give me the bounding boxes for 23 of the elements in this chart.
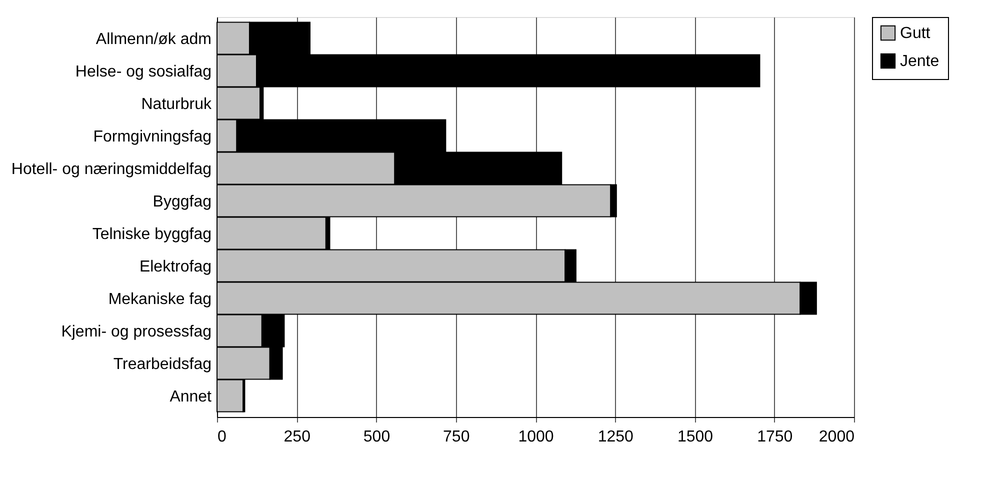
y-tick-label: Mekaniske fag (108, 290, 212, 308)
y-tick-label: Byggfag (152, 193, 212, 210)
y-tick-label: Elektrofag (139, 258, 212, 276)
y-tick-label: Annet (170, 388, 212, 406)
y-tick-label: Allmenn/øk adm (96, 30, 212, 48)
y-tick-label: Trearbeidsfag (113, 356, 212, 373)
legend-label: Gutt (900, 25, 931, 42)
y-tick-label: Helse- og sosialfag (75, 63, 212, 80)
y-tick-label: Hotell- og næringsmiddelfag (11, 160, 212, 178)
legend-label: Jente (900, 53, 940, 70)
x-tick-label: 1000 (518, 428, 554, 446)
y-tick-label: Kjemi- og prosessfag (61, 323, 212, 340)
x-tick-label: 2000 (818, 428, 855, 446)
x-tick-label: 0 (218, 428, 226, 446)
x-tick-label: 500 (363, 428, 390, 446)
x-tick-label: 1250 (598, 428, 634, 446)
x-tick-label: 250 (284, 428, 311, 446)
x-tick-label: 1750 (757, 428, 793, 446)
y-tick-label: Naturbruk (141, 96, 212, 113)
x-tick-label: 1500 (677, 428, 714, 446)
y-tick-label: Formgivningsfag (93, 128, 212, 146)
x-tick-label: 750 (443, 428, 470, 446)
y-tick-label: Telniske byggfag (92, 226, 212, 243)
